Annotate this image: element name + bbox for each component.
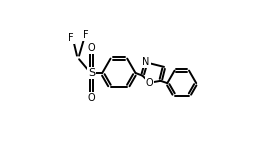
Text: F: F (68, 33, 74, 43)
Text: F: F (83, 30, 88, 40)
Text: O: O (146, 78, 154, 88)
Text: O: O (88, 43, 95, 53)
Text: S: S (88, 68, 95, 78)
Text: N: N (143, 57, 150, 67)
Text: O: O (88, 93, 95, 103)
